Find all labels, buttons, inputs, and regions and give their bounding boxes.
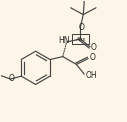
Text: OH: OH [85, 71, 97, 80]
FancyBboxPatch shape [72, 34, 89, 44]
Text: HN: HN [58, 36, 69, 46]
Text: Abs: Abs [75, 37, 85, 42]
Text: O: O [9, 74, 14, 83]
Text: O: O [78, 23, 84, 32]
Text: O: O [89, 53, 95, 62]
Text: O: O [91, 43, 97, 52]
